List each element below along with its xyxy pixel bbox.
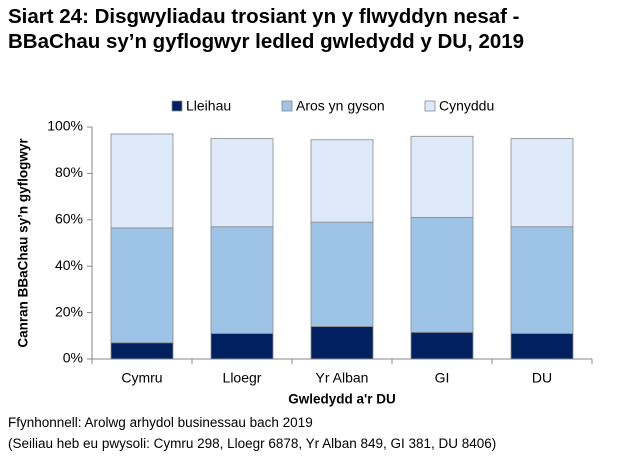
legend-label: Lleihau [186,98,231,114]
base-note: (Seiliau heb eu pwysoli: Cymru 298, Lloe… [8,436,497,451]
bar-segment [310,221,374,327]
legend-label: Cynyddu [439,98,494,114]
x-tick-label: GI [435,370,450,386]
x-tick-label: DU [532,370,552,386]
bar-segment [510,226,574,334]
bar-segment [210,138,274,228]
bar-segment [410,331,474,360]
bar-segment [410,135,474,218]
bar-segment [210,333,274,360]
x-tick-label: Cymru [121,370,162,386]
y-tick-label: 20% [55,303,83,319]
bar-segment [210,226,274,334]
x-axis-title: Gwledydd a'r DU [288,392,395,407]
legend-swatch [281,100,293,112]
chart-title: Siart 24: Disgwyliadau trosiant yn y flw… [8,5,525,53]
bar-segment [310,326,374,360]
y-tick-label: 60% [55,211,83,227]
bar-segment [110,133,174,229]
legend-label: Aros yn gyson [296,98,385,114]
y-tick-label: 100% [47,118,83,134]
y-axis-title: Canran BBaChau sy’n gyflogwyr [16,138,31,348]
legend-swatch [424,100,436,112]
bar-segment [310,139,374,223]
bar-segment [110,342,174,360]
x-tick-label: Yr Alban [316,370,369,386]
bar-segment [510,138,574,228]
bar-segment [110,227,174,344]
y-tick-label: 40% [55,257,83,273]
x-tick-label: Lloegr [223,370,262,386]
source-note: Ffynhonnell: Arolwg arhydol businessau b… [8,415,313,430]
y-tick-label: 80% [55,164,83,180]
legend-swatch [171,100,183,112]
bar-segment [510,333,574,360]
y-tick-label: 0% [63,350,83,366]
bar-segment [410,217,474,333]
